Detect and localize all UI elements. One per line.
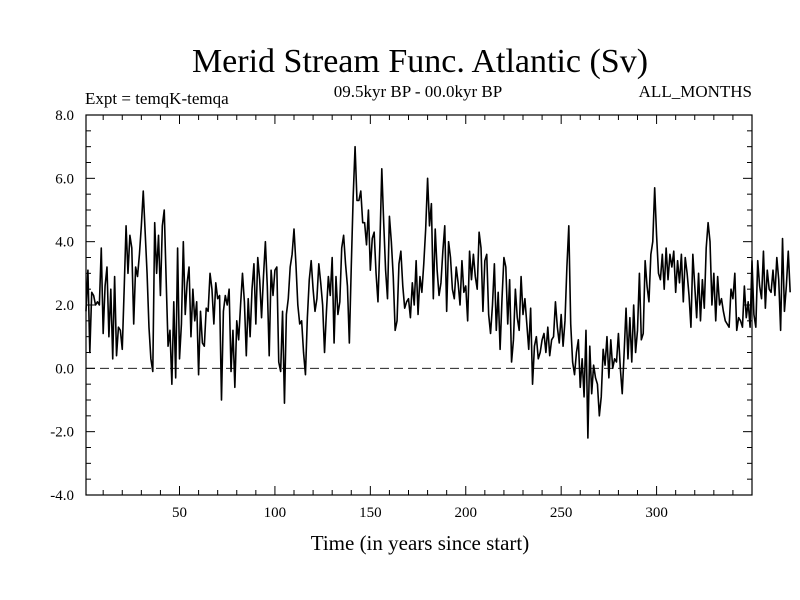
chart-title: Merid Stream Func. Atlantic (Sv) xyxy=(192,43,648,80)
x-tick-label: 300 xyxy=(645,505,668,521)
x-tick-label: 200 xyxy=(455,505,478,521)
y-tick-label: 8.0 xyxy=(55,108,74,124)
x-tick-label: 50 xyxy=(172,505,187,521)
x-tick-label: 150 xyxy=(359,505,382,521)
y-tick-label: 2.0 xyxy=(55,298,74,314)
y-tick-label: 6.0 xyxy=(55,171,74,187)
y-tick-label: 0.0 xyxy=(55,361,74,377)
y-tick-label: -2.0 xyxy=(50,425,74,441)
y-tick-label: -4.0 xyxy=(50,488,74,504)
series-line-1 xyxy=(85,145,791,439)
x-tick-label: 250 xyxy=(550,505,573,521)
experiment-label: Expt = temqK-temqa xyxy=(85,89,229,108)
y-tick-label: 4.0 xyxy=(55,235,74,251)
x-axis-label: Time (in years since start) xyxy=(311,531,530,555)
x-tick-label: 100 xyxy=(264,505,287,521)
months-label: ALL_MONTHS xyxy=(639,82,752,101)
period-label: 09.5kyr BP - 00.0kyr BP xyxy=(334,82,502,101)
